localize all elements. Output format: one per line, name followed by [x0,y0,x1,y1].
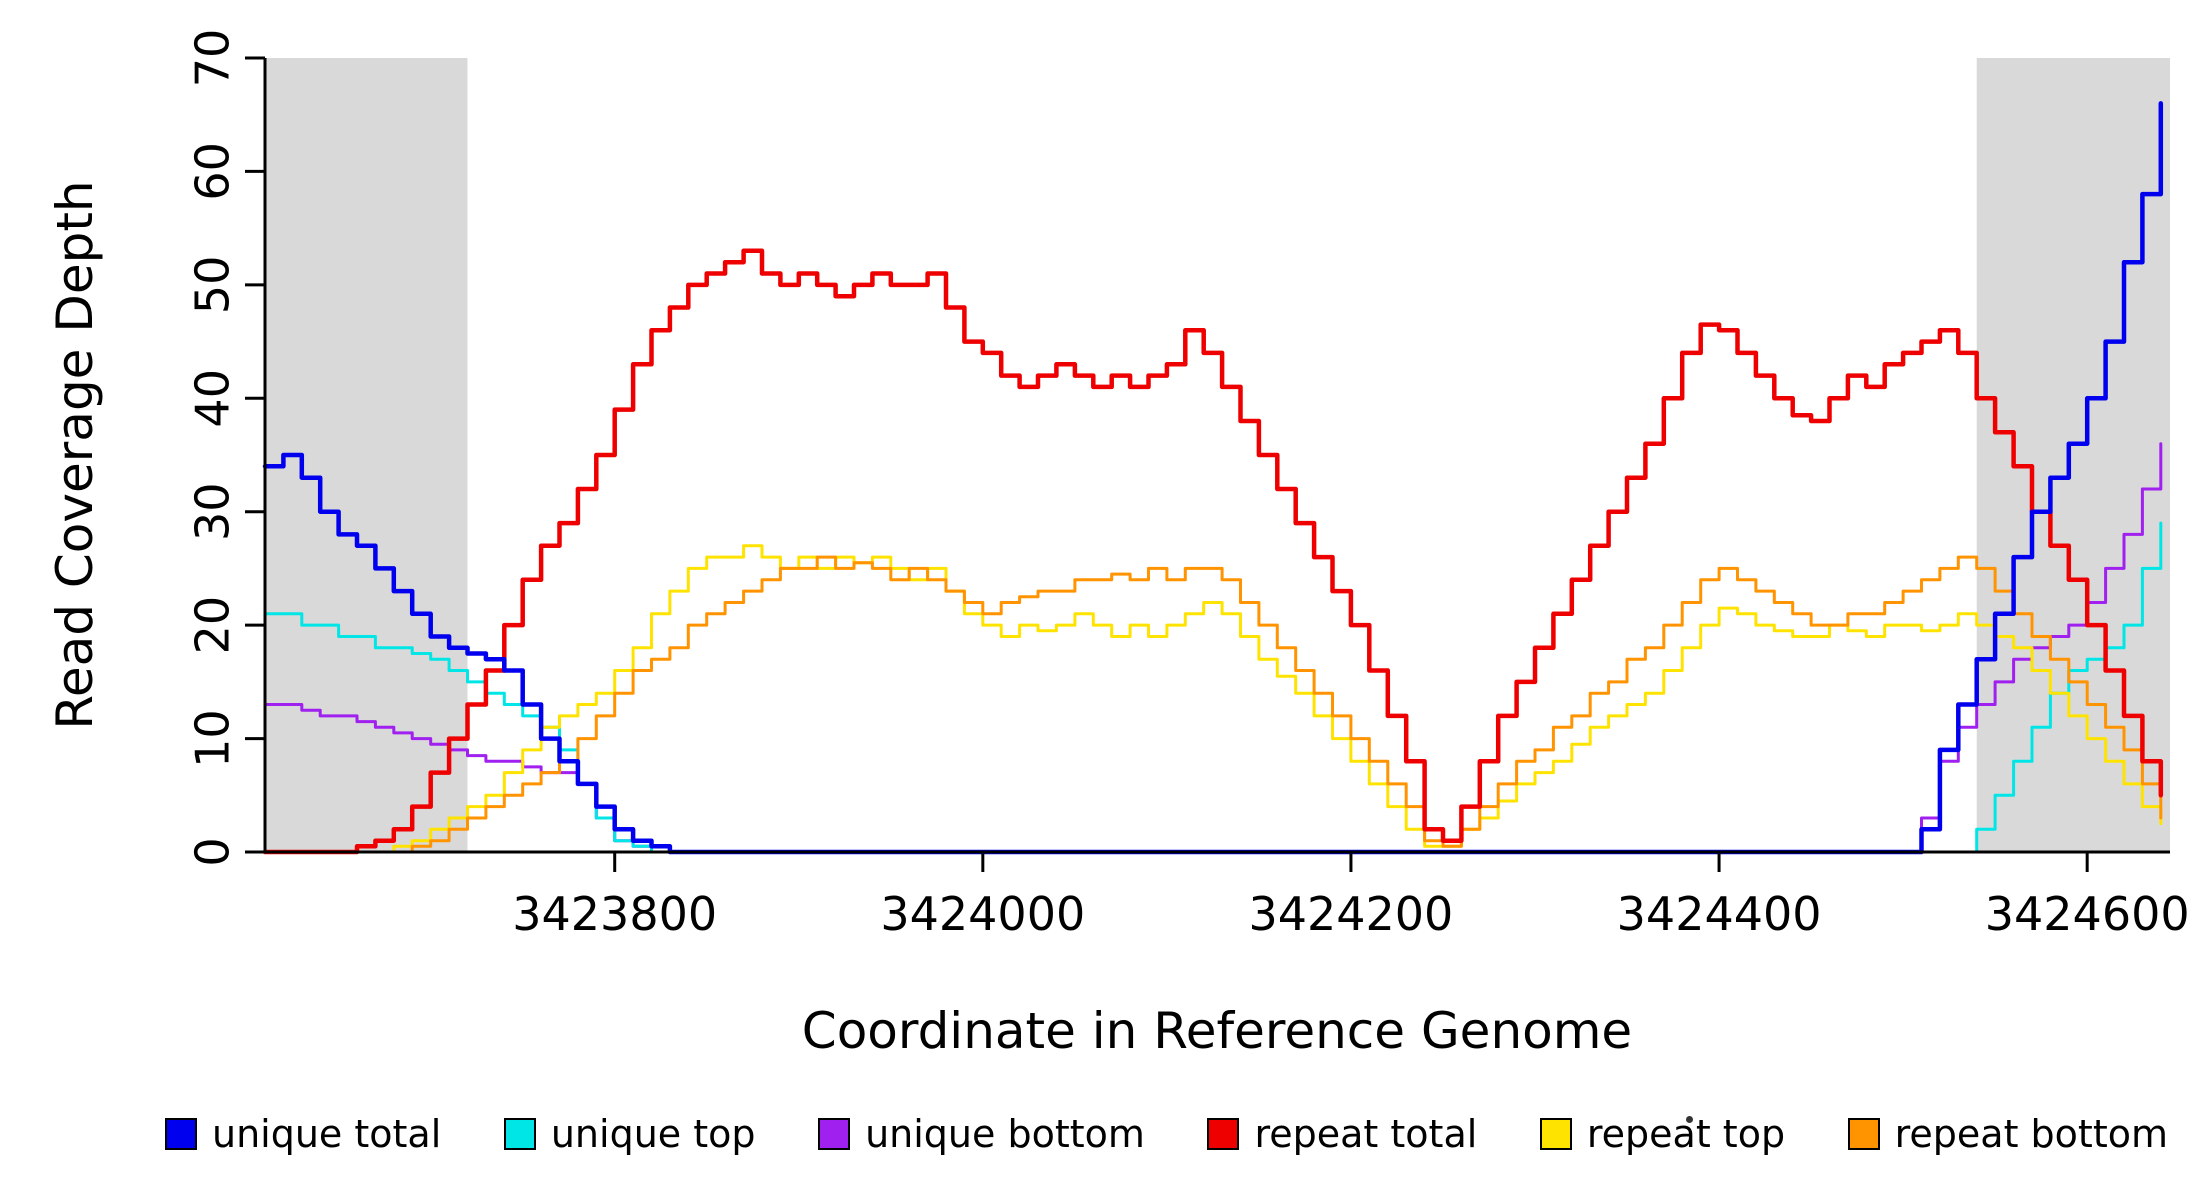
legend: unique total unique top unique bottom re… [165,1112,2168,1156]
highlight-bands [265,58,2170,852]
y-tick-label: 10 [186,709,240,768]
legend-item-unique-total: unique total [165,1112,441,1156]
legend-swatch-unique-bottom-icon [818,1118,851,1150]
series-line-repeat-top [263,544,2163,854]
y-tick-label: 0 [186,837,240,866]
y-tick-label: 20 [186,596,240,655]
legend-swatch-unique-top-icon [503,1118,536,1150]
legend-label-unique-bottom: unique bottom [865,1112,1145,1156]
legend-swatch-repeat-bottom-icon [1847,1118,1880,1150]
shaded-region-1 [1976,58,2170,852]
x-tick-label: 3424400 [1617,887,1822,941]
legend-swatch-unique-total-icon [165,1118,197,1150]
legend-item-unique-top: unique top [503,1112,756,1156]
y-tick-label: 30 [186,482,240,541]
legend-swatch-repeat-top-icon [1539,1118,1572,1150]
legend-swatch-repeat-total-icon [1207,1118,1240,1150]
axes: 0 10 20 30 40 50 60 70 3423800 3424000 3424200 3424… [186,29,2190,941]
legend-item-unique-bottom: unique bottom [818,1112,1145,1156]
series-lines [262,101,2164,855]
stray-dot-artifact [1686,1116,1693,1123]
legend-item-repeat-total: repeat total [1207,1112,1477,1156]
legend-label-repeat-total: repeat total [1254,1112,1478,1156]
x-tick-label: 3424200 [1248,887,1453,941]
y-tick-label: 70 [186,29,240,88]
series-line-unique-total [262,101,2164,855]
series-line-repeat-bottom [263,555,2163,854]
legend-label-unique-total: unique total [212,1112,442,1156]
series-line-repeat-total [262,248,2164,855]
legend-label-unique-top: unique top [550,1112,756,1156]
y-tick-label: 60 [186,142,240,201]
y-tick-label: 40 [186,369,240,428]
legend-label-repeat-bottom: repeat bottom [1894,1112,2168,1156]
y-axis-title: Read Coverage Depth [46,180,104,729]
x-tick-label: 3423800 [512,887,717,941]
legend-label-repeat-top: repeat top [1586,1112,1786,1156]
legend-item-repeat-top: repeat top [1539,1112,1786,1156]
x-tick-label: 3424000 [880,887,1085,941]
legend-item-repeat-bottom: repeat bottom [1847,1112,2168,1156]
series-line-unique-top [263,521,2163,854]
y-tick-label: 50 [186,256,240,315]
x-axis-title: Coordinate in Reference Genome [802,1002,1632,1060]
series-line-unique-bottom [263,442,2163,854]
x-tick-label: 3424600 [1985,887,2190,941]
